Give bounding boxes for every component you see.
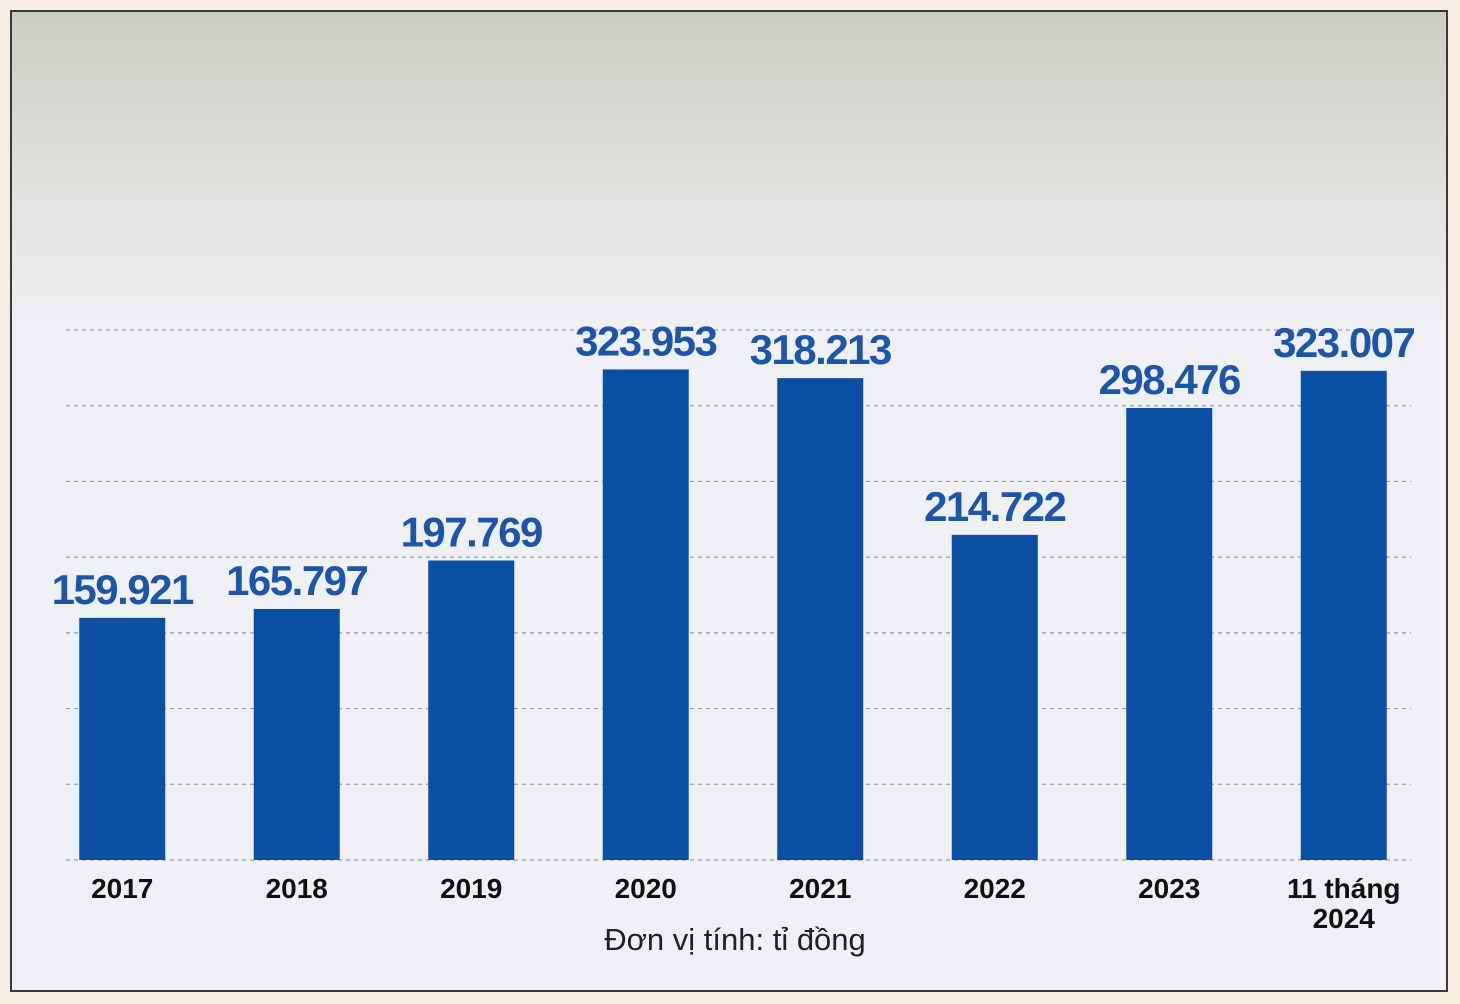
x-tick-label: 2023 <box>1138 873 1201 904</box>
x-tick-label: 2017 <box>91 873 154 904</box>
bar <box>777 378 864 860</box>
x-tick-label: 2018 <box>265 873 328 904</box>
value-label: 214.722 <box>924 483 1065 530</box>
value-label: 165.797 <box>226 557 367 604</box>
x-tick-label: 2020 <box>614 873 677 904</box>
x-tick-label: 2022 <box>963 873 1026 904</box>
bar <box>602 369 689 860</box>
value-label: 318.213 <box>750 326 891 373</box>
value-label: 197.769 <box>401 509 542 556</box>
bar <box>253 608 340 860</box>
x-tick-label: 2019 <box>440 873 503 904</box>
bar <box>428 560 515 860</box>
value-label: 323.953 <box>575 317 716 364</box>
bar <box>1126 408 1213 860</box>
bar <box>1300 370 1387 860</box>
value-label: 159.921 <box>52 566 194 613</box>
unit-note: Đơn vị tính: tỉ đồng <box>604 922 866 957</box>
bar <box>951 534 1038 860</box>
x-tick-label: 2021 <box>789 873 852 904</box>
value-label: 298.476 <box>1099 356 1240 403</box>
value-label: 323.007 <box>1273 319 1414 366</box>
x-tick-label: 11 tháng 2024 <box>1286 873 1401 934</box>
bar <box>79 617 166 860</box>
